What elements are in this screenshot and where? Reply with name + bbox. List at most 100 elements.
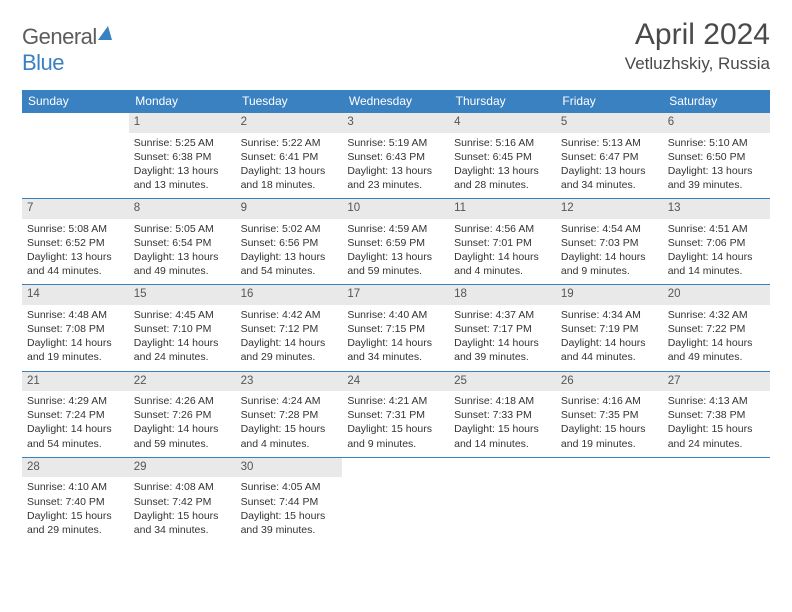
cell-info-line: and 13 minutes. xyxy=(134,178,231,192)
cell-info-line: Sunset: 7:12 PM xyxy=(241,322,338,336)
cell-info-line: Daylight: 15 hours xyxy=(561,422,658,436)
cell-info-line: Daylight: 14 hours xyxy=(668,336,765,350)
calendar-cell: 18Sunrise: 4:37 AMSunset: 7:17 PMDayligh… xyxy=(449,285,556,371)
cell-info-line: and 24 minutes. xyxy=(134,350,231,364)
calendar-cell: 24Sunrise: 4:21 AMSunset: 7:31 PMDayligh… xyxy=(342,371,449,457)
cell-info-line: Sunrise: 5:13 AM xyxy=(561,136,658,150)
cell-info-line: and 44 minutes. xyxy=(27,264,124,278)
cell-info-line: Sunrise: 5:16 AM xyxy=(454,136,551,150)
day-number: 22 xyxy=(129,372,236,392)
logo-text-blue: Blue xyxy=(22,50,64,75)
cell-info-line: Sunset: 7:06 PM xyxy=(668,236,765,250)
calendar-week-row: 21 Sunrise: 4:29 AMSunset: 7:24 PM Dayligh… xyxy=(22,371,770,457)
cell-info-line: Sunset: 6:38 PM xyxy=(134,150,231,164)
day-number: 4 xyxy=(449,113,556,133)
cell-info-line: Sunrise: 4:51 AM xyxy=(668,222,765,236)
cell-info-line: and 39 minutes. xyxy=(668,178,765,192)
cell-info-line: and 34 minutes. xyxy=(347,350,444,364)
cell-info-line: Daylight: 14 hours xyxy=(561,250,658,264)
cell-info-line: Sunrise: 5:10 AM xyxy=(668,136,765,150)
cell-info-line: Sunset: 7:44 PM xyxy=(241,495,338,509)
calendar-cell: 5Sunrise: 5:13 AMSunset: 6:47 PMDaylight… xyxy=(556,113,663,199)
day-number: 9 xyxy=(236,199,343,219)
cell-info-line: and 39 minutes. xyxy=(454,350,551,364)
title-block: April 2024 Vetluzhskiy, Russia xyxy=(625,18,770,74)
day-number: 27 xyxy=(663,372,770,392)
cell-info-line: and 44 minutes. xyxy=(561,350,658,364)
day-number: 2 xyxy=(236,113,343,133)
cell-info-line: Sunrise: 4:54 AM xyxy=(561,222,658,236)
calendar-week-row: .1Sunrise: 5:25 AMSunset: 6:38 PMDayligh… xyxy=(22,113,770,199)
cell-info-line: Daylight: 15 hours xyxy=(134,509,231,523)
day-number: 26 xyxy=(556,372,663,392)
calendar-week-row: 14Sunrise: 4:48 AMSunset: 7:08 PMDayligh… xyxy=(22,285,770,371)
cell-info-line: Sunrise: 5:19 AM xyxy=(347,136,444,150)
cell-info-line: Daylight: 14 hours xyxy=(241,336,338,350)
cell-info-line: Sunrise: 4:08 AM xyxy=(134,480,231,494)
day-number: 15 xyxy=(129,285,236,305)
cell-info-line: Sunrise: 4:24 AM xyxy=(241,394,338,408)
day-number: 6 xyxy=(663,113,770,133)
day-number: 25 xyxy=(449,372,556,392)
cell-info-line: Sunset: 6:56 PM xyxy=(241,236,338,250)
day-number: 3 xyxy=(342,113,449,133)
cell-info-line: and 19 minutes. xyxy=(561,437,658,451)
cell-info-line: Sunrise: 4:48 AM xyxy=(27,308,124,322)
cell-info-line: Sunset: 7:33 PM xyxy=(454,408,551,422)
weekday-header: Friday xyxy=(556,90,663,113)
cell-info-line: Sunset: 7:38 PM xyxy=(668,408,765,422)
cell-info-line: Daylight: 14 hours xyxy=(454,336,551,350)
calendar-cell: 10Sunrise: 4:59 AMSunset: 6:59 PMDayligh… xyxy=(342,199,449,285)
cell-info-line: Sunset: 6:43 PM xyxy=(347,150,444,164)
calendar-cell: 9Sunrise: 5:02 AMSunset: 6:56 PMDaylight… xyxy=(236,199,343,285)
cell-info-line: Sunrise: 4:56 AM xyxy=(454,222,551,236)
cell-info-line: Sunset: 6:54 PM xyxy=(134,236,231,250)
day-number: 18 xyxy=(449,285,556,305)
cell-info-line: and 18 minutes. xyxy=(241,178,338,192)
cell-info-line: Sunrise: 4:29 AM xyxy=(27,394,124,408)
day-number: 19 xyxy=(556,285,663,305)
weekday-header: Thursday xyxy=(449,90,556,113)
cell-info-line: Sunrise: 4:26 AM xyxy=(134,394,231,408)
cell-info-line: Daylight: 13 hours xyxy=(347,164,444,178)
weekday-header-row: SundayMondayTuesdayWednesdayThursdayFrid… xyxy=(22,90,770,113)
cell-info-line: Daylight: 14 hours xyxy=(27,336,124,350)
cell-info-line: Daylight: 14 hours xyxy=(561,336,658,350)
cell-info-line: Daylight: 14 hours xyxy=(668,250,765,264)
cell-info-line: Sunset: 7:22 PM xyxy=(668,322,765,336)
day-number: 28 xyxy=(22,458,129,478)
day-number: 21 xyxy=(22,372,129,392)
calendar-cell: 27Sunrise: 4:13 AMSunset: 7:38 PMDayligh… xyxy=(663,371,770,457)
cell-info-line: Daylight: 14 hours xyxy=(134,336,231,350)
day-number: 13 xyxy=(663,199,770,219)
weekday-header: Tuesday xyxy=(236,90,343,113)
cell-info-line: Daylight: 14 hours xyxy=(454,250,551,264)
calendar-cell: 15Sunrise: 4:45 AMSunset: 7:10 PMDayligh… xyxy=(129,285,236,371)
logo-triangle-icon xyxy=(98,26,112,40)
calendar-week-row: 28Sunrise: 4:10 AMSunset: 7:40 PMDayligh… xyxy=(22,457,770,543)
cell-info-line: Sunset: 7:40 PM xyxy=(27,495,124,509)
page-header: General Blue April 2024 Vetluzhskiy, Rus… xyxy=(22,18,770,76)
calendar-cell: . xyxy=(342,457,449,543)
day-number: 12 xyxy=(556,199,663,219)
cell-info-line: and 23 minutes. xyxy=(347,178,444,192)
cell-info-line: Sunset: 7:24 PM xyxy=(27,408,124,422)
day-number: 30 xyxy=(236,458,343,478)
cell-info-line: and 59 minutes. xyxy=(347,264,444,278)
day-number: 10 xyxy=(342,199,449,219)
day-number: 23 xyxy=(236,372,343,392)
calendar-cell: 23Sunrise: 4:24 AMSunset: 7:28 PMDayligh… xyxy=(236,371,343,457)
calendar-cell: 21Sunrise: 4:29 AMSunset: 7:24 PMDayligh… xyxy=(22,371,129,457)
cell-info-line: Daylight: 15 hours xyxy=(241,422,338,436)
cell-info-line: Daylight: 14 hours xyxy=(134,422,231,436)
brand-logo: General Blue xyxy=(22,18,112,76)
cell-info-line: and 54 minutes. xyxy=(27,437,124,451)
cell-info-line: and 59 minutes. xyxy=(134,437,231,451)
cell-info-line: and 4 minutes. xyxy=(454,264,551,278)
calendar-cell: . xyxy=(22,113,129,199)
calendar-cell: . xyxy=(449,457,556,543)
cell-info-line: Sunset: 6:41 PM xyxy=(241,150,338,164)
day-number: 20 xyxy=(663,285,770,305)
cell-info-line: and 24 minutes. xyxy=(668,437,765,451)
month-title: April 2024 xyxy=(625,18,770,52)
